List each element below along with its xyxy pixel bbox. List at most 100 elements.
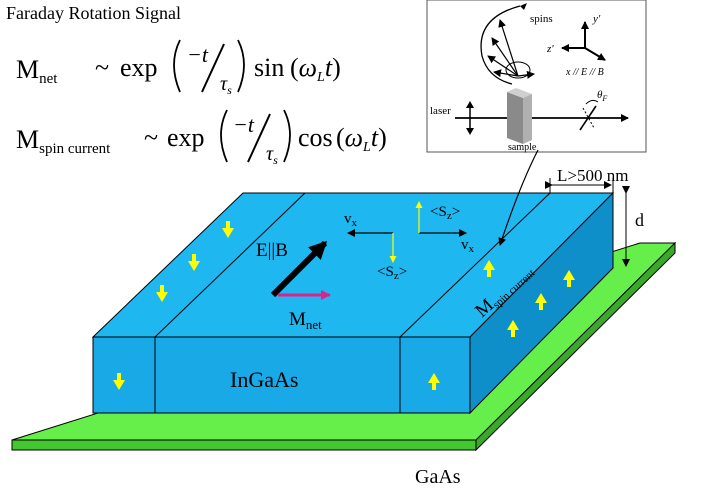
inset-frame <box>426 0 647 153</box>
title: Faraday Rotation Signal <box>6 3 181 23</box>
svg-text:τs: τs <box>266 143 278 167</box>
eq2-numerator: −t <box>233 112 255 137</box>
svg-text:<Sz>: <Sz> <box>377 264 407 282</box>
eq1-omega-sub: L <box>316 70 325 85</box>
spins-label: spins <box>530 13 553 25</box>
spin-up-arrow <box>428 373 440 390</box>
spin-vector <box>498 19 519 77</box>
svg-text:(ωLt): (ωLt) <box>290 53 341 85</box>
equation-m-spin-current: Mspin current ~ exp −t τs cos (ωLt) <box>16 109 387 167</box>
spin-up-arrow <box>483 260 495 277</box>
svg-text:vx: vx <box>461 237 475 255</box>
svg-text:vx: vx <box>344 211 358 229</box>
equation-m-net: Mnet ~ exp −t τs sin (ωLt) <box>16 39 341 97</box>
inset-pointer-arrow <box>498 149 539 246</box>
spin-up-arrow <box>535 293 547 310</box>
spin-arrows <box>113 221 575 390</box>
thickness-label: d <box>635 210 644 230</box>
eq1-omega: ω <box>299 53 317 82</box>
laser-polarization-heads <box>466 101 474 135</box>
substrate-front <box>11 439 477 451</box>
spin-vector <box>493 69 519 78</box>
theta-label: θ <box>597 89 603 101</box>
spin-up-arrow <box>563 270 575 287</box>
eq2-symbol: M <box>16 125 39 154</box>
theta-sub: F <box>601 94 607 103</box>
spin-vector <box>491 37 519 77</box>
spin-down-arrow <box>156 285 168 302</box>
vx-left-label: v <box>344 211 352 227</box>
e-b-label: E||B <box>256 240 288 261</box>
sample-side <box>523 94 532 144</box>
eq1-fraction-slash <box>201 43 225 93</box>
edge-boundary-right-top <box>399 192 551 338</box>
eq1-denominator: τ <box>220 73 228 95</box>
edge-boundary-left-top <box>154 192 306 338</box>
spin-down-arrow <box>188 254 200 271</box>
axis-y-label: y' <box>592 13 601 25</box>
sz-bottom-label: <S <box>377 264 394 280</box>
eq2-fraction-slash <box>247 113 271 163</box>
m-net-sub: net <box>306 317 322 332</box>
eq1-close-paren <box>237 39 245 93</box>
svg-text:Mnet: Mnet <box>16 55 58 87</box>
eq2-var: t <box>371 123 379 152</box>
svg-text:Mnet: Mnet <box>289 309 322 332</box>
sz-bottom-sub: z <box>394 270 399 282</box>
axis-x-arrow <box>584 47 606 61</box>
eq2-denominator: τ <box>266 143 274 165</box>
width-label: L>500 nm <box>557 166 628 185</box>
eq2-subscript: spin current <box>39 141 111 157</box>
eq2-exp: exp <box>167 123 205 152</box>
spin-down-arrow <box>222 221 234 238</box>
eq2-omega-sub: L <box>362 140 371 155</box>
eq1-exp: exp <box>120 53 158 82</box>
gaas-label: GaAs <box>415 466 461 488</box>
spin-arc <box>480 5 521 85</box>
eq1-paren-open: ( <box>290 53 299 82</box>
rotated-polarization <box>579 105 597 131</box>
spin-up-arrow <box>507 320 519 337</box>
eq2-func: cos <box>298 123 333 152</box>
spin-down-arrow <box>113 373 125 390</box>
svg-text:Mspin current: Mspin current <box>16 125 111 157</box>
eq2-open-paren <box>220 109 228 163</box>
eq2-close-paren <box>283 109 291 163</box>
e-b-field-arrow <box>270 240 328 298</box>
eq2-paren-close: ) <box>378 123 387 152</box>
eq2-tilde: ~ <box>144 123 158 152</box>
eq1-symbol: M <box>16 55 39 84</box>
substrate-side <box>475 241 676 452</box>
svg-text:(ωLt): (ωLt) <box>336 123 387 155</box>
vx-right-sub: x <box>469 243 475 255</box>
laser-label: laser <box>430 105 451 117</box>
theta-arc <box>585 99 599 105</box>
eq1-var: t <box>325 53 333 82</box>
eq1-subscript: net <box>39 71 58 87</box>
sz-top-end: > <box>452 204 460 220</box>
eq1-tilde: ~ <box>95 53 109 82</box>
sample-top <box>507 88 532 98</box>
m-net-label: M <box>289 309 306 330</box>
axis-x-label: x // E // B <box>565 67 604 78</box>
eq1-open-paren <box>173 39 181 93</box>
eq1-numerator: −t <box>187 42 209 67</box>
svg-text:τs: τs <box>220 73 232 97</box>
ingaas-label: InGaAs <box>230 367 298 392</box>
eq2-paren-open: ( <box>336 123 345 152</box>
eq2-omega: ω <box>345 123 363 152</box>
spin-vector <box>517 70 535 79</box>
sz-bottom-end: > <box>399 264 407 280</box>
axis-z-label: z' <box>546 43 554 55</box>
eq2-denominator-sub: s <box>273 153 278 167</box>
sample-front <box>507 92 523 144</box>
eq1-denominator-sub: s <box>227 83 232 97</box>
sample-label: sample <box>508 142 537 153</box>
top-face-vectors: vx vx <Sz> <Sz> <box>344 201 475 282</box>
setup-inset: spins y' z' x // E // B laser sample θF <box>426 0 647 153</box>
vx-left-sub: x <box>352 217 358 229</box>
svg-text:<Sz>: <Sz> <box>430 204 460 222</box>
spin-vector <box>487 55 519 77</box>
svg-text:θF: θF <box>597 89 607 103</box>
